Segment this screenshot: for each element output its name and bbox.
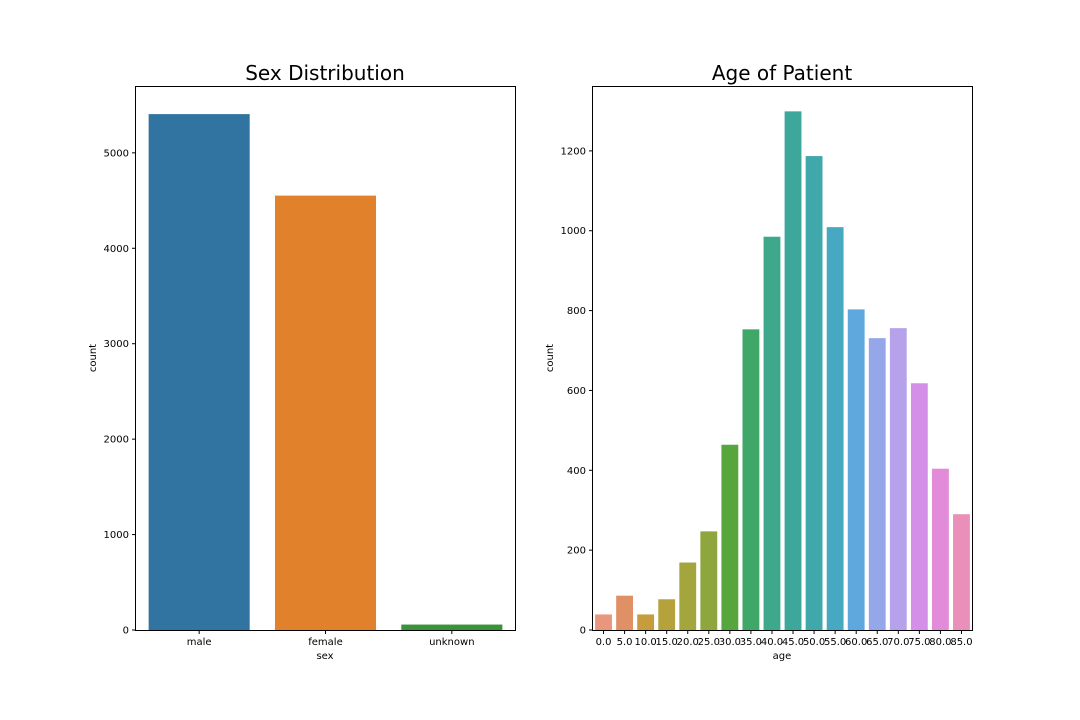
x-tick-label: 50.0: [803, 637, 825, 648]
y-tick-label: 800: [567, 306, 586, 317]
bar-male: [148, 114, 250, 631]
y-tick-label: 4000: [104, 244, 129, 255]
y-tick-label: 1200: [561, 146, 586, 157]
x-tick-label: 55.0: [824, 637, 846, 648]
y-tick-label: 2000: [104, 435, 129, 446]
x-tick-label: 30.0: [719, 637, 741, 648]
y-ticks: 0 200 400 600 800 1000 1200: [561, 146, 593, 637]
bar-20.0: [679, 562, 697, 630]
bar-10.0: [637, 614, 655, 630]
x-axis-label-sex: sex: [316, 651, 333, 662]
bar-50.0: [805, 156, 823, 630]
x-tick-label: 40.0: [761, 637, 783, 648]
bar-group: [595, 111, 970, 631]
y-tick-label: 0: [580, 626, 586, 637]
y-axis-label-count: count: [545, 344, 556, 372]
x-tick-label: 5.0: [617, 637, 633, 648]
bar-25.0: [700, 531, 718, 630]
y-tick-label: 200: [567, 546, 586, 557]
y-tick-label: 1000: [104, 530, 129, 541]
bar-75.0: [910, 383, 928, 630]
x-ticks: 0.0 5.0 10.015.020.025.030.035.040.045.050…: [596, 630, 973, 648]
y-tick-label: 400: [567, 466, 586, 477]
bar-85.0: [953, 514, 970, 630]
bar-30.0: [721, 444, 739, 630]
x-ticks: male female unknown: [187, 630, 475, 648]
y-tick-label: 600: [567, 386, 586, 397]
x-tick-label: 35.0: [740, 637, 762, 648]
y-axis-label-count: count: [88, 344, 99, 372]
x-tick-label: 10.0: [635, 637, 657, 648]
chart-title-sex-distribution: Sex Distribution: [245, 61, 405, 85]
sex-distribution-chart: Sex Distribution sex count male female unk…: [88, 61, 516, 662]
y-tick-label: 5000: [104, 148, 129, 159]
x-tick-label: 85.0: [950, 637, 972, 648]
plot-frame: [592, 86, 973, 631]
y-tick-label: 0: [123, 626, 129, 637]
x-tick-label: 20.0: [677, 637, 699, 648]
bar-80.0: [931, 468, 949, 630]
bar-35.0: [742, 329, 760, 630]
x-tick-label: 60.0: [845, 637, 867, 648]
x-tick-label: unknown: [429, 637, 474, 648]
plot-frame: [135, 86, 516, 631]
x-tick-label: 75.0: [908, 637, 930, 648]
x-tick-label: 70.0: [887, 637, 909, 648]
bar-60.0: [847, 309, 865, 630]
x-axis-label-age: age: [773, 651, 792, 662]
x-tick-label: 80.0: [929, 637, 951, 648]
x-tick-label: 15.0: [656, 637, 678, 648]
x-tick-label: 0.0: [596, 637, 612, 648]
y-tick-label: 1000: [561, 226, 586, 237]
bar-40.0: [763, 236, 781, 630]
bar-45.0: [784, 111, 802, 631]
bar-55.0: [826, 227, 844, 630]
x-tick-label: 65.0: [866, 637, 888, 648]
bar-0.0: [595, 614, 612, 630]
y-ticks: 0 1000 2000 3000 4000 5000: [104, 148, 136, 637]
x-tick-label: 45.0: [782, 637, 804, 648]
bar-unknown: [401, 624, 503, 630]
bar-70.0: [889, 328, 907, 630]
bar-15.0: [658, 599, 676, 630]
bar-5.0: [616, 595, 633, 630]
chart-title-age-of-patient: Age of Patient: [712, 61, 852, 85]
age-of-patient-chart: Age of Patient age count 0.0 5.0 10.015.02…: [545, 61, 973, 662]
bar-65.0: [868, 338, 886, 630]
y-tick-label: 3000: [104, 339, 129, 350]
bar-group: [148, 114, 503, 631]
x-tick-label: female: [308, 637, 342, 648]
x-tick-label: 25.0: [698, 637, 720, 648]
bar-female: [274, 195, 377, 630]
x-tick-label: male: [187, 637, 212, 648]
